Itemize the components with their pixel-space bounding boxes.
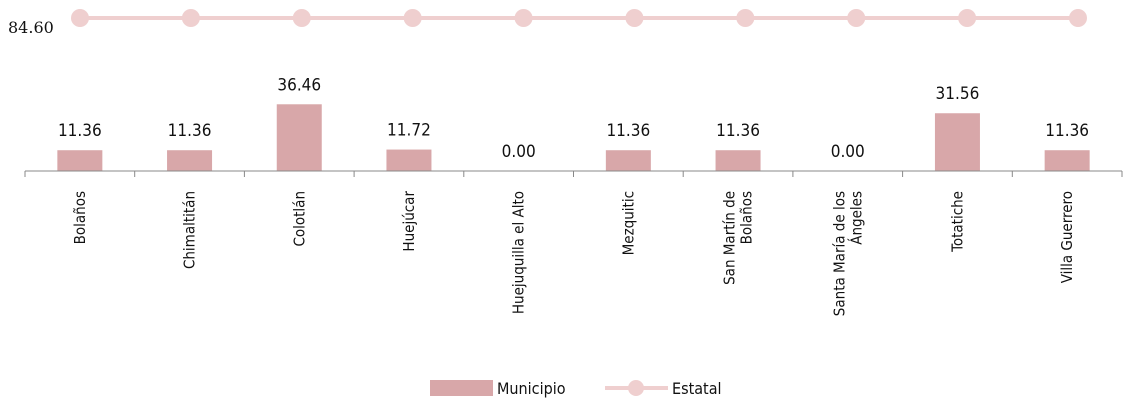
bar [934, 113, 980, 171]
category-label-line: Bolaños [71, 191, 89, 244]
category-label: Mezquitic [619, 191, 637, 255]
category-label: Totatiche [948, 191, 966, 253]
bar [386, 149, 432, 171]
category-label: Bolaños [71, 191, 89, 244]
category-label-line: Huejúcar [400, 191, 418, 252]
bar [605, 150, 651, 171]
category-label: Chimaltitán [181, 191, 199, 269]
estatal-marker [292, 9, 311, 27]
category-label: Huejuquilla el Alto [510, 191, 528, 314]
category-label-line: Totatiche [948, 191, 966, 253]
category-label: Santa María de losÁngeles [830, 191, 865, 316]
category-label-line: Villa Guerrero [1058, 191, 1076, 283]
estatal-marker [71, 9, 89, 27]
bar [167, 150, 213, 171]
bars-layer [57, 104, 1090, 171]
bar-value-label: 11.36 [58, 121, 102, 141]
category-label-line: Huejuquilla el Alto [510, 191, 528, 314]
estatal-marker [625, 9, 644, 27]
category-label: Villa Guerrero [1058, 191, 1076, 283]
bar-value-label: 36.46 [277, 75, 321, 95]
category-label-line: Bolaños [738, 191, 756, 244]
bar-value-label: 11.36 [1045, 121, 1089, 141]
legend: Municipio Estatal [430, 379, 722, 398]
category-label-line: San Martín de [721, 191, 739, 285]
legend-marker-estatal [628, 380, 644, 396]
bar-value-label: 11.36 [716, 121, 760, 141]
estatal-marker [847, 9, 866, 27]
bar-value-label: 11.36 [606, 121, 650, 141]
category-label: San Martín deBolaños [721, 191, 756, 285]
category-label-line: Colotlán [290, 191, 308, 247]
category-label-line: Ángeles [846, 191, 865, 245]
category-label-line: Mezquitic [619, 191, 637, 255]
legend-swatch-municipio [430, 380, 493, 396]
line-layer [71, 9, 1087, 27]
ticks-layer [24, 171, 1123, 177]
category-label: Colotlán [290, 191, 308, 247]
legend-label-estatal: Estatal [672, 379, 722, 398]
bar-value-label: 0.00 [831, 142, 865, 162]
estatal-marker [1069, 9, 1087, 27]
estatal-value-label: 84.60 [8, 18, 54, 37]
labels-layer: 11.36 11.36 36.46 11.72 0.00 11.36 11.36 0.00 31… [8, 18, 1089, 316]
bar-value-label: 11.72 [387, 121, 431, 141]
bar [1044, 150, 1090, 171]
category-label: Huejúcar [400, 191, 418, 252]
legend-label-municipio: Municipio [497, 379, 566, 398]
estatal-marker [181, 9, 200, 27]
bar [276, 104, 322, 171]
estatal-marker [514, 9, 533, 27]
bar-value-label: 31.56 [936, 84, 980, 104]
category-label-line: Chimaltitán [181, 191, 199, 269]
estatal-marker [736, 9, 755, 27]
bar-value-label: 11.36 [168, 121, 212, 141]
bar-value-label: 0.00 [502, 142, 536, 162]
estatal-marker [958, 9, 977, 27]
category-label-line: Santa María de los [830, 191, 848, 316]
bar [715, 150, 761, 171]
bar [57, 150, 103, 171]
estatal-marker [403, 9, 422, 27]
